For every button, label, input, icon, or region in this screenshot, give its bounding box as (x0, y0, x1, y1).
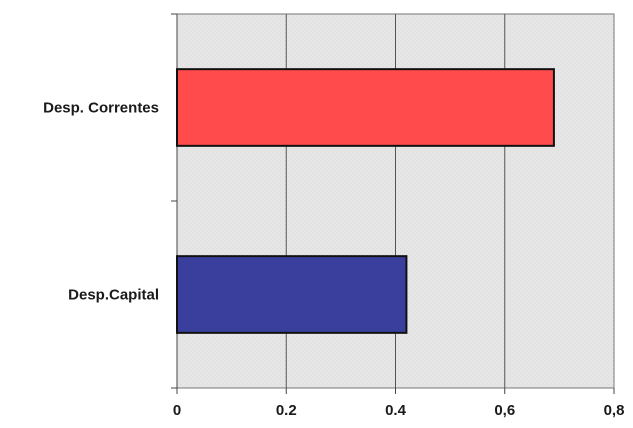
x-tick-label: 0.4 (385, 402, 407, 419)
category-label: Desp. Correntes (43, 100, 159, 117)
x-tick-labels: 0 0.2 0.4 0,6 0,8 (173, 402, 625, 419)
bar (176, 255, 408, 334)
x-tick-label: 0.2 (276, 402, 297, 419)
x-tick-label: 0,6 (494, 402, 515, 419)
bar (176, 68, 555, 147)
category-label: Desp.Capital (68, 287, 159, 304)
bars (176, 68, 555, 334)
x-tick-label: 0,8 (604, 402, 625, 419)
x-tick-label: 0 (173, 402, 181, 419)
category-labels: Desp. Correntes Desp.Capital (43, 100, 159, 304)
